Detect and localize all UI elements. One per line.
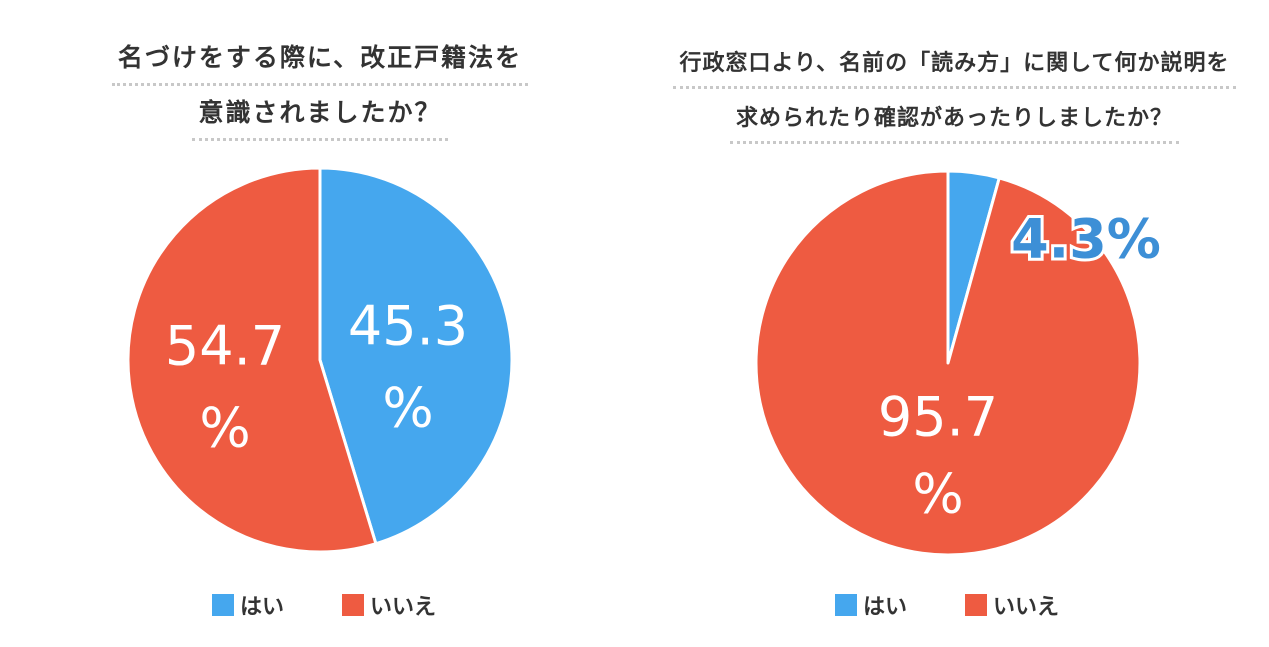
legend: はい いいえ — [835, 589, 1059, 621]
legend-swatch-yes — [212, 594, 234, 616]
legend-label-yes: はい — [863, 595, 908, 620]
legend-label-no: いいえ — [993, 595, 1060, 620]
yes-unit-label: % — [382, 377, 433, 440]
legend-label-yes: はい — [240, 595, 285, 620]
legend: はい いいえ — [212, 589, 436, 621]
chart-panel-1: 名づけをする際に、改正戸籍法を 意識されましたか？ 45.3 % 54.7 % … — [0, 38, 640, 621]
pie-chart-2: 4.3% 95.7 % — [754, 169, 1164, 557]
yes-value-label: 45.3 — [348, 295, 468, 358]
chart-title-line-1: 行政窓口より、名前の「読み方」に関して何か説明を — [640, 45, 1269, 89]
yes-value-label: 4.3% — [1011, 208, 1161, 271]
chart-title-line-2: 意識されましたか？ — [0, 93, 640, 141]
legend-item-yes: はい — [212, 589, 284, 621]
pie-chart-1: 45.3 % 54.7 % — [126, 166, 514, 554]
no-unit-label: % — [199, 397, 250, 460]
chart-panel-2: 行政窓口より、名前の「読み方」に関して何か説明を 求められたり確認があったりしま… — [640, 0, 1269, 647]
chart-title-line-2: 求められたり確認があったりしましたか？ — [640, 100, 1269, 144]
legend-swatch-yes — [835, 594, 857, 616]
legend-swatch-no — [965, 594, 988, 616]
no-value-label: 95.7 — [878, 386, 998, 449]
legend-item-yes: はい — [835, 589, 907, 621]
slice-no[interactable] — [126, 166, 378, 554]
chart-title-line-1: 名づけをする際に、改正戸籍法を — [0, 38, 640, 86]
legend-item-no: いいえ — [965, 589, 1059, 621]
slice-yes[interactable] — [318, 166, 514, 546]
legend-swatch-no — [342, 594, 365, 616]
legend-item-no: いいえ — [342, 589, 436, 621]
no-value-label: 54.7 — [165, 315, 285, 378]
legend-label-no: いいえ — [370, 595, 437, 620]
no-unit-label: % — [912, 463, 963, 526]
slice-no[interactable] — [754, 169, 1142, 557]
